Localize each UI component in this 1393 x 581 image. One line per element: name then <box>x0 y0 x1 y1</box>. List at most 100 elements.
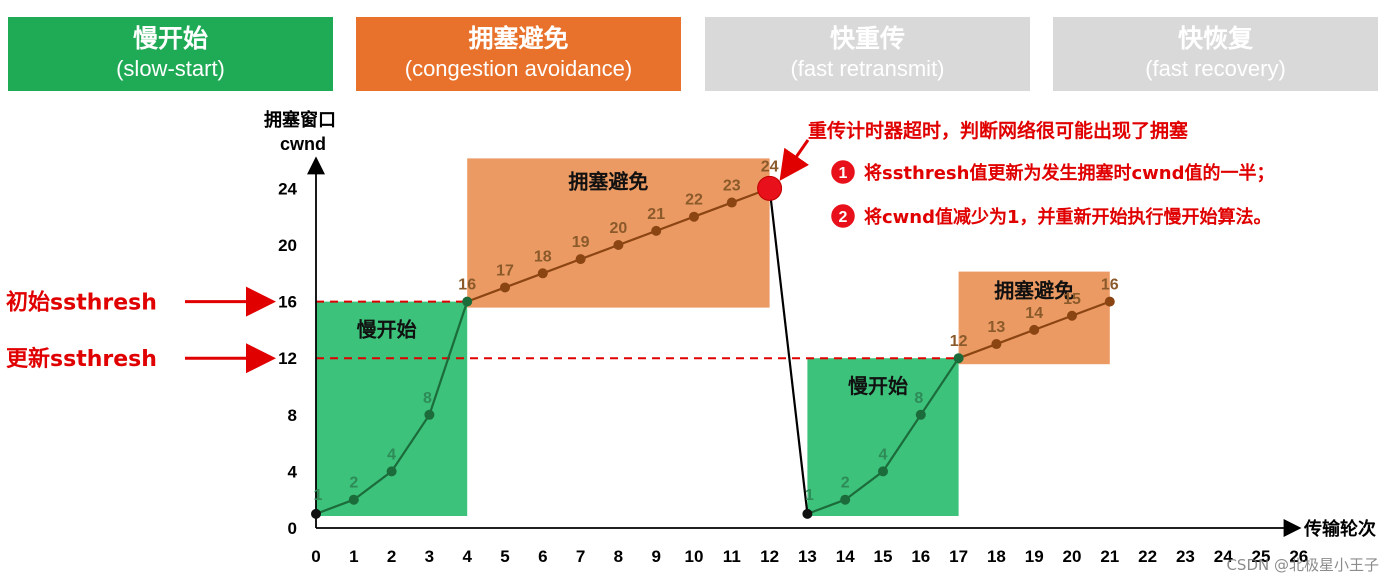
data-point <box>802 508 813 519</box>
data-point <box>500 282 510 293</box>
series-segment <box>428 301 469 416</box>
data-point <box>689 211 699 222</box>
y-axis-label: 拥塞窗口 <box>264 109 336 131</box>
series-segment <box>919 357 960 416</box>
y-tick-label: 12 <box>278 349 297 368</box>
phase-congestion-avoidance: 拥塞避免 (congestion avoidance) <box>356 17 681 91</box>
data-point-label: 13 <box>988 319 1006 336</box>
data-point <box>386 466 397 477</box>
step-text: 将ssthresh值更新为发生拥塞时cwnd值的一半； <box>864 162 1274 184</box>
series-segment <box>958 343 997 360</box>
data-point-label: 21 <box>647 206 665 223</box>
data-point-label: 1 <box>805 487 814 504</box>
x-tick-label: 24 <box>1214 547 1233 566</box>
threshold-label: 初始ssthresh <box>6 290 157 316</box>
x-tick-label: 7 <box>576 547 585 566</box>
phase-fast-recovery: 快恢复 (fast recovery) <box>1053 17 1378 91</box>
data-point-label: 8 <box>914 390 923 407</box>
y-tick-label: 16 <box>278 293 297 312</box>
timeout-arrow <box>779 139 810 181</box>
data-point <box>915 409 926 420</box>
step-number: 2 <box>839 209 848 226</box>
region-label: 慢开始 <box>357 318 417 342</box>
data-point <box>537 268 548 279</box>
x-tick-label: 0 <box>311 547 320 566</box>
region-label: 拥塞避免 <box>994 279 1074 303</box>
timeout-title: 重传计时器超时，判断网络很可能出现了拥塞 <box>808 119 1189 142</box>
watermark: CSDN @北极星小王子 <box>1226 556 1379 574</box>
data-point-label: 24 <box>761 158 779 175</box>
x-tick-label: 5 <box>500 547 509 566</box>
threshold-lines: 初始ssthresh 更新ssthresh <box>6 286 959 374</box>
x-tick-label: 2 <box>387 547 396 566</box>
data-point <box>1029 324 1040 335</box>
x-tick-label: 13 <box>798 547 817 566</box>
x-tick-label: 23 <box>1176 547 1195 566</box>
data-point <box>1104 296 1115 307</box>
data-point-label: 4 <box>387 446 396 463</box>
y-tick-label: 20 <box>278 236 297 255</box>
series-segment <box>390 414 431 473</box>
data-point-label: 15 <box>1063 291 1081 308</box>
data-point-label: 18 <box>534 248 552 265</box>
x-tick-label: 9 <box>651 547 660 566</box>
phase-zh-label: 快重传 <box>829 24 905 53</box>
x-tick-label: 3 <box>425 547 434 566</box>
data-point-label: 1 <box>314 487 323 504</box>
region-slow-start <box>807 358 959 516</box>
x-tick-label: 10 <box>685 547 704 566</box>
series-segment <box>693 201 733 218</box>
y-tick-label: 4 <box>288 462 298 481</box>
timeout-marker <box>757 175 783 201</box>
x-tick-label: 11 <box>723 547 741 566</box>
series-segment <box>768 188 809 514</box>
step-number-badge <box>828 157 858 187</box>
data-point-label: 22 <box>685 192 703 209</box>
x-tick-label: 4 <box>462 547 472 566</box>
x-tick-label: 14 <box>836 547 855 566</box>
series-segment <box>807 498 846 515</box>
phase-fast-retransmit: 快重传 (fast retransmit) <box>705 17 1030 91</box>
data-point-label: 4 <box>879 446 888 463</box>
annotations: 重传计时器超时，判断网络很可能出现了拥塞 1 将ssthresh值更新为发生拥塞时c… <box>779 119 1274 231</box>
x-tick-label: 6 <box>538 547 547 566</box>
x-tick-label: 8 <box>614 547 623 566</box>
data-point <box>651 225 662 236</box>
step-number-badge <box>828 201 858 231</box>
series-segment <box>580 243 619 261</box>
x-tick-label: 17 <box>949 547 968 566</box>
x-tick-label: 12 <box>760 547 779 566</box>
data-point-label: 8 <box>423 390 432 407</box>
data-point-label: 20 <box>610 220 628 237</box>
data-point-label: 17 <box>496 262 514 279</box>
x-tick-label: 20 <box>1063 547 1082 566</box>
phase-en-label: (slow-start) <box>116 56 225 81</box>
x-tick-label: 19 <box>1025 547 1044 566</box>
phase-zh-label: 拥塞避免 <box>468 24 569 53</box>
x-tick-label: 18 <box>987 547 1006 566</box>
data-point <box>953 353 964 364</box>
data-point <box>613 240 624 250</box>
x-tick-label: 16 <box>911 547 930 566</box>
phase-zh-label: 快恢复 <box>1177 24 1253 53</box>
series-segment <box>618 229 657 247</box>
phase-en-label: (congestion avoidance) <box>404 56 633 81</box>
data-point <box>348 494 359 505</box>
y-tick-label: 0 <box>288 519 297 538</box>
data-point-label: 12 <box>950 333 968 350</box>
series-segment <box>504 272 544 289</box>
data-point-label: 2 <box>841 475 850 492</box>
series-segment <box>844 470 884 501</box>
phase-en-label: (fast recovery) <box>1145 56 1286 81</box>
x-tick-label: 1 <box>349 547 358 566</box>
data-point <box>424 409 435 420</box>
region-label: 拥塞避免 <box>568 169 648 193</box>
y-tick-label: 24 <box>278 179 297 198</box>
step-text: 将cwnd值减少为1，并重新开始执行慢开始算法。 <box>864 206 1272 228</box>
x-tick-label: 22 <box>1138 547 1157 566</box>
series-segment <box>1071 300 1111 317</box>
